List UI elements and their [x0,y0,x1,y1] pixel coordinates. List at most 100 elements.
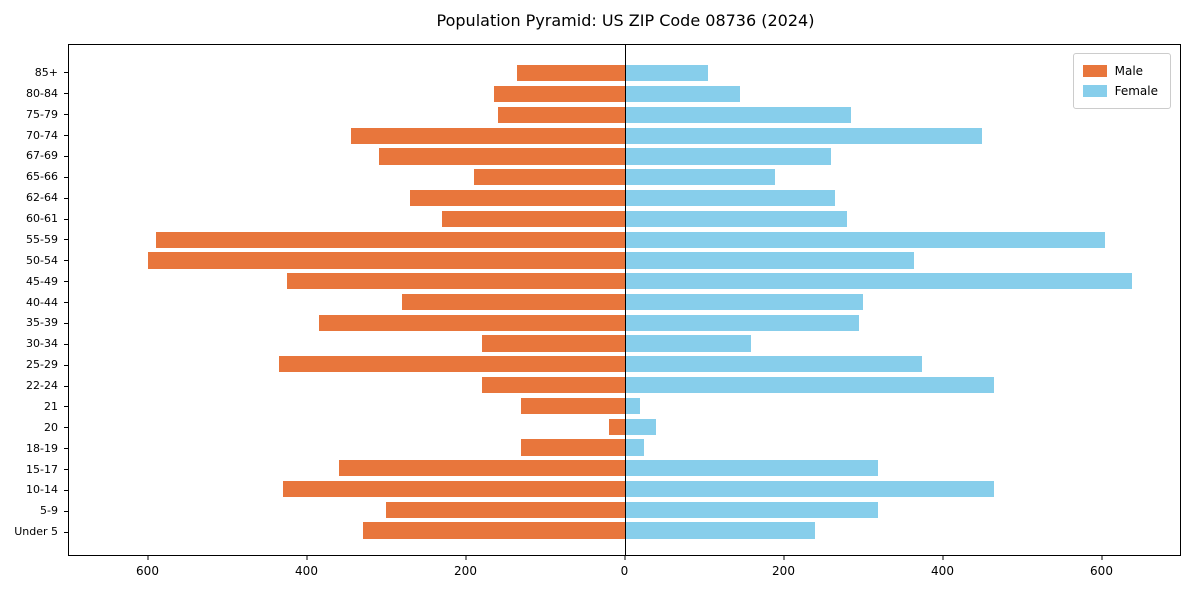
female-bar [624,522,815,539]
y-tick-label: 75-79 [0,104,68,125]
female-bar [624,252,915,269]
male-bar [410,189,625,207]
female-bar [624,273,1133,290]
bar-row [69,437,1180,458]
male-bar [338,460,625,477]
bar-row [69,229,1180,250]
male-bar [279,356,625,373]
bar-row [69,479,1180,500]
y-tick-label: 22-24 [0,375,68,396]
x-tick-mark [1101,556,1102,560]
male-bar [493,86,625,103]
female-bar [624,148,831,165]
bar-row [69,396,1180,417]
x-tick-label: 400 [295,564,318,578]
bar-row [69,499,1180,520]
x-tick-mark [465,556,466,560]
zero-axis-line [624,45,626,555]
y-tick-label: 45-49 [0,271,68,292]
male-bar [350,127,625,144]
female-bar [624,377,994,394]
bar-row [69,146,1180,167]
male-bar [481,335,625,352]
male-bar [156,231,625,248]
female-bar [624,356,923,373]
male-bar [386,501,625,518]
chart-title: Population Pyramid: US ZIP Code 08736 (2… [436,11,815,30]
x-tick-label: 200 [454,564,477,578]
y-tick-label: 67-69 [0,146,68,167]
female-bar [624,397,641,414]
female-legend-label: Female [1114,84,1158,98]
bar-row [69,520,1180,541]
y-tick-label: Under 5 [0,521,68,542]
bar-row [69,84,1180,105]
y-tick-label: 80-84 [0,83,68,104]
male-bar [517,65,625,82]
male-bar [481,377,625,394]
y-tick-label: 20 [0,417,68,438]
legend-item-male: Male [1082,61,1158,81]
y-tick-label: 65-66 [0,166,68,187]
female-bar [624,210,847,227]
female-bar [624,169,776,186]
x-tick-label: 0 [620,564,629,578]
bar-row [69,167,1180,188]
bar-row [69,333,1180,354]
bar-row [69,354,1180,375]
y-tick-label: 10-14 [0,480,68,501]
bar-row [69,292,1180,313]
x-tick-mark [783,556,784,560]
y-tick-label: 21 [0,396,68,417]
bar-row [69,250,1180,271]
bar-row [69,188,1180,209]
x-tick-label: 600 [136,564,159,578]
y-tick-label: 62-64 [0,187,68,208]
y-tick-label: 70-74 [0,125,68,146]
male-bar [521,397,625,414]
bar-row [69,458,1180,479]
female-bar [624,189,835,207]
male-legend-label: Male [1114,64,1144,78]
y-tick-label: 18-19 [0,438,68,459]
bar-row [69,125,1180,146]
female-bar [624,460,879,477]
male-bar [362,522,625,539]
y-tick-label: 15-17 [0,459,68,480]
male-bar [318,314,625,331]
female-bar [624,314,859,331]
bar-row [69,208,1180,229]
x-tick-mark [306,556,307,560]
female-bar [624,335,752,352]
bar-row [69,63,1180,84]
y-tick-label: 50-54 [0,250,68,271]
y-axis-labels: 85+ 80-84 75-79 70-74 67-69 65-66 62-64 60-61 55… [0,62,68,542]
x-tick-mark [624,556,625,560]
female-bar [624,293,863,311]
y-tick-label: 55-59 [0,229,68,250]
x-tick-mark [147,556,148,560]
male-bar [287,273,625,290]
plot-area: Male Female [68,44,1181,556]
female-bar [624,127,982,144]
bar-row [69,271,1180,292]
male-bar [473,169,625,186]
legend: Male Female [1072,53,1171,109]
bar-row [69,105,1180,126]
bar-rows-container [69,63,1180,541]
male-bar [283,480,625,498]
female-bar [624,418,657,435]
male-bar [497,106,625,124]
x-tick-label: 200 [772,564,795,578]
y-tick-label: 35-39 [0,313,68,334]
bar-row [69,375,1180,396]
y-tick-label: 30-34 [0,333,68,354]
y-tick-label: 85+ [0,62,68,83]
male-bar [608,418,625,435]
female-bar [624,501,879,518]
male-bar [378,148,625,165]
male-legend-swatch [1082,65,1107,77]
male-bar [148,252,625,269]
x-tick-label: 600 [1090,564,1113,578]
